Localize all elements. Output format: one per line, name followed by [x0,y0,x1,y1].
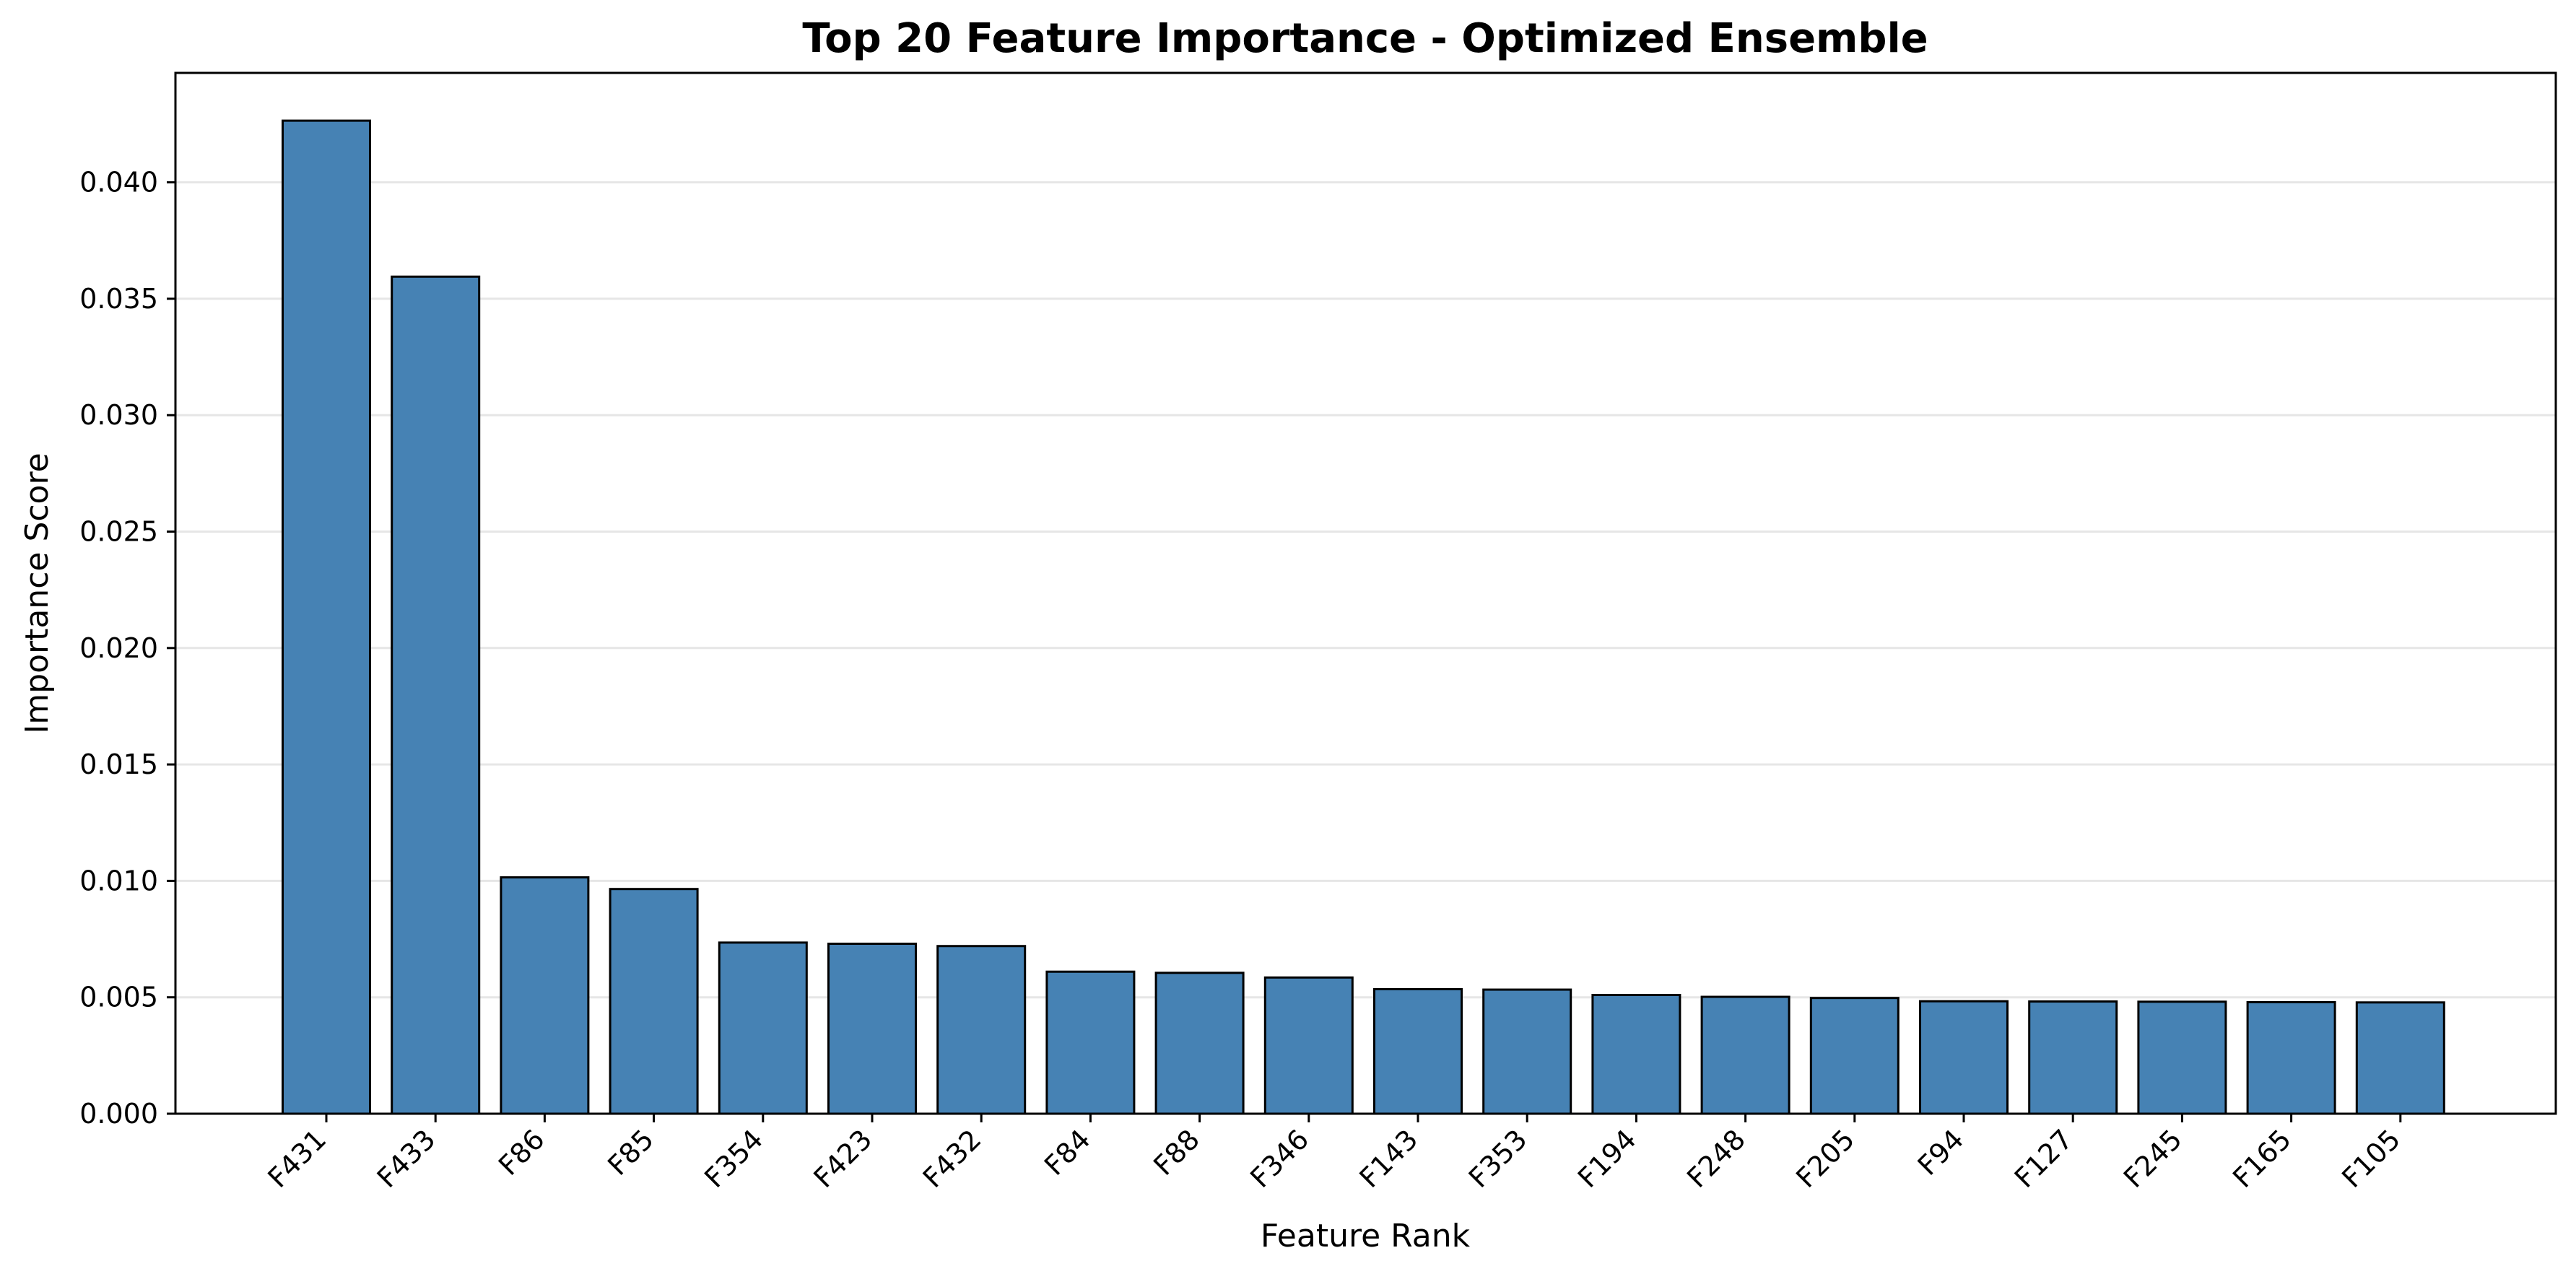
x-tick-label: F84 [1038,1123,1097,1182]
bar-f127 [2028,1000,2118,1115]
bar-f86 [500,876,590,1115]
bar-f354 [718,941,808,1115]
x-tick-label: F354 [698,1123,769,1194]
bar-f431 [282,119,371,1115]
y-tick-label: 0.015 [79,748,158,780]
x-tick-label: F94 [1912,1123,1970,1182]
y-tick-label: 0.025 [79,516,158,548]
y-axis-label: Importance Score [19,453,56,733]
y-tick-label: 0.010 [79,865,158,896]
bar-f346 [1263,976,1354,1115]
bar-f143 [1373,987,1463,1115]
bar-f433 [391,275,481,1115]
bar-f205 [1809,997,1900,1115]
x-tick-label: F127 [2009,1123,2079,1194]
bar-f88 [1154,972,1245,1115]
bar-f94 [1919,1000,2009,1115]
x-tick-label: F433 [371,1123,442,1194]
x-tick-label: F431 [262,1123,333,1194]
plot-area-frame [174,71,2557,1115]
y-tick-label: 0.000 [79,1098,158,1130]
x-tick-label: F353 [1463,1123,1533,1194]
x-tick-label: F105 [2336,1123,2406,1194]
bar-f432 [936,945,1027,1115]
x-tick-label: F88 [1147,1123,1206,1182]
x-tick-label: F346 [1244,1123,1315,1194]
bar-f194 [1591,993,1681,1115]
x-tick-label: F245 [2118,1123,2188,1194]
x-axis-label: Feature Rank [1261,1218,1471,1254]
x-tick-label: F85 [601,1123,660,1182]
bar-f248 [1700,995,1790,1115]
bar-f165 [2246,1000,2336,1115]
y-tick-label: 0.040 [79,167,158,198]
chart-title: Top 20 Feature Importance - Optimized En… [802,15,1928,62]
x-tick-label: F165 [2227,1123,2297,1194]
bar-f105 [2355,1001,2445,1115]
bar-f423 [827,943,917,1115]
y-tick-label: 0.020 [79,632,158,664]
x-tick-label: F86 [492,1123,551,1182]
x-tick-label: F423 [808,1123,879,1194]
x-tick-label: F194 [1572,1123,1642,1194]
bar-f245 [2137,1000,2227,1115]
x-tick-label: F248 [1681,1123,1752,1194]
y-tick-label: 0.030 [79,399,158,431]
x-tick-label: F205 [1790,1123,1861,1194]
y-tick-label: 0.035 [79,283,158,315]
bar-f84 [1045,970,1136,1115]
bar-f85 [609,888,699,1115]
x-tick-label: F432 [917,1123,988,1194]
y-tick-label: 0.005 [79,982,158,1013]
x-tick-label: F143 [1354,1123,1424,1194]
bars [282,119,2445,1115]
bar-f353 [1482,988,1572,1115]
